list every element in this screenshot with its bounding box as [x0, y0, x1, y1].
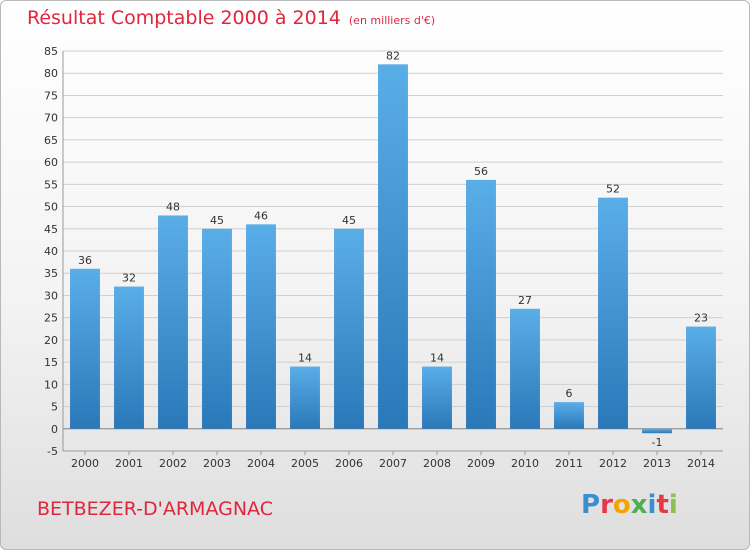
x-tick-label: 2007	[379, 457, 407, 470]
brand-letter: i	[668, 490, 678, 520]
y-tick-label: 75	[44, 89, 58, 102]
data-label: 32	[122, 272, 136, 285]
data-label: 14	[298, 352, 312, 365]
bar-2006	[334, 228, 364, 429]
data-label: 48	[166, 200, 180, 213]
bar-2012	[598, 197, 628, 429]
x-tick-label: 2006	[335, 457, 363, 470]
y-tick-label: 55	[44, 178, 58, 191]
bar-2013	[642, 428, 672, 434]
y-tick-label: 50	[44, 201, 58, 214]
bar-2004	[246, 224, 276, 429]
data-label: 45	[210, 214, 224, 227]
y-tick-label: 25	[44, 312, 58, 325]
x-tick-label: 2008	[423, 457, 451, 470]
x-tick-label: 2010	[511, 457, 539, 470]
x-tick-label: 2004	[247, 457, 275, 470]
chart-title-text: Résultat Comptable 2000 à 2014	[27, 7, 341, 29]
x-tick-label: 2000	[71, 457, 99, 470]
x-tick-label: 2014	[687, 457, 715, 470]
y-tick-label: 15	[44, 356, 58, 369]
data-label: 52	[606, 183, 620, 196]
data-label: 6	[566, 387, 573, 400]
brand-letter: r	[600, 490, 613, 520]
bar-2007	[378, 64, 408, 429]
x-tick-label: 2013	[643, 457, 671, 470]
y-tick-label: 20	[44, 334, 58, 347]
x-tick-label: 2003	[203, 457, 231, 470]
brand-letter: x	[630, 490, 648, 520]
brand-letter: i	[647, 490, 657, 520]
data-label: 45	[342, 214, 356, 227]
x-tick-label: 2011	[555, 457, 583, 470]
data-label: -1	[652, 436, 663, 449]
x-tick-label: 2009	[467, 457, 495, 470]
data-label: 27	[518, 294, 532, 307]
x-tick-label: 2001	[115, 457, 143, 470]
y-tick-label: 0	[51, 423, 58, 436]
y-tick-label: 65	[44, 134, 58, 147]
data-label: 56	[474, 165, 488, 178]
bar-2011	[554, 402, 584, 429]
labels: -5 0 5 10 15 20 25 30 35 40 45 50 55 60 65 70 75 80 85 2000…	[44, 45, 715, 470]
data-label: 14	[430, 352, 444, 365]
bar-2000	[70, 268, 100, 429]
y-tick-label: 10	[44, 378, 58, 391]
y-tick-label: -5	[47, 445, 58, 458]
data-label: 46	[254, 209, 268, 222]
data-label: 23	[694, 312, 708, 325]
y-tick-label: 35	[44, 267, 58, 280]
y-tick-label: 45	[44, 223, 58, 236]
brand-letter: t	[656, 490, 669, 520]
y-tick-label: 40	[44, 245, 58, 258]
x-tick-label: 2002	[159, 457, 187, 470]
bar-2014	[686, 326, 716, 429]
chart-subtitle: (en milliers d'€)	[348, 14, 436, 27]
data-label: 82	[386, 49, 400, 62]
y-tick-label: 80	[44, 67, 58, 80]
data-label: 36	[78, 254, 92, 267]
proxiti-logo: Proxiti	[581, 490, 678, 520]
brand-letter: P	[581, 490, 601, 520]
x-tick-label: 2012	[599, 457, 627, 470]
bar-2005	[290, 366, 320, 429]
bar-2003	[202, 228, 232, 429]
bar-2010	[510, 308, 540, 429]
bar-2009	[466, 179, 496, 429]
bar-2001	[114, 286, 144, 429]
y-tick-label: 5	[51, 401, 58, 414]
x-tick-label: 2005	[291, 457, 319, 470]
y-tick-label: 60	[44, 156, 58, 169]
bar-2008	[422, 366, 452, 429]
y-tick-label: 85	[44, 45, 58, 58]
bars	[70, 64, 716, 434]
brand-letter: o	[612, 490, 631, 520]
bar-2002	[158, 215, 188, 429]
y-tick-label: 30	[44, 289, 58, 302]
commune-name: BETBEZER-D'ARMAGNAC	[37, 498, 273, 520]
chart-title: Résultat Comptable 2000 à 2014 (en millie…	[27, 7, 435, 29]
y-tick-label: 70	[44, 112, 58, 125]
